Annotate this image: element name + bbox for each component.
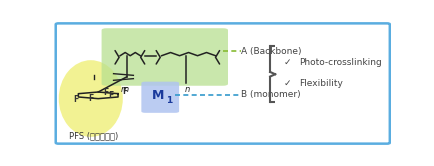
Text: n: n	[184, 85, 189, 94]
FancyBboxPatch shape	[141, 82, 179, 113]
Text: PFS (구동안정성): PFS (구동안정성)	[69, 132, 118, 141]
Text: F: F	[122, 87, 127, 96]
Text: F: F	[108, 91, 114, 100]
Text: Photo-crosslinking: Photo-crosslinking	[298, 58, 381, 67]
Text: F: F	[103, 87, 108, 96]
Ellipse shape	[59, 60, 122, 137]
FancyBboxPatch shape	[102, 28, 227, 86]
Text: F: F	[88, 94, 93, 103]
Text: F: F	[73, 95, 78, 104]
Text: 1: 1	[165, 96, 171, 105]
Text: Flexibility: Flexibility	[298, 79, 342, 88]
Text: ✓: ✓	[283, 79, 290, 88]
FancyBboxPatch shape	[56, 23, 389, 144]
Text: A (Backbone): A (Backbone)	[241, 47, 301, 56]
Text: ✓: ✓	[283, 58, 290, 67]
Text: m: m	[120, 85, 128, 94]
Text: M: M	[152, 89, 164, 102]
Text: B (monomer): B (monomer)	[241, 90, 300, 99]
